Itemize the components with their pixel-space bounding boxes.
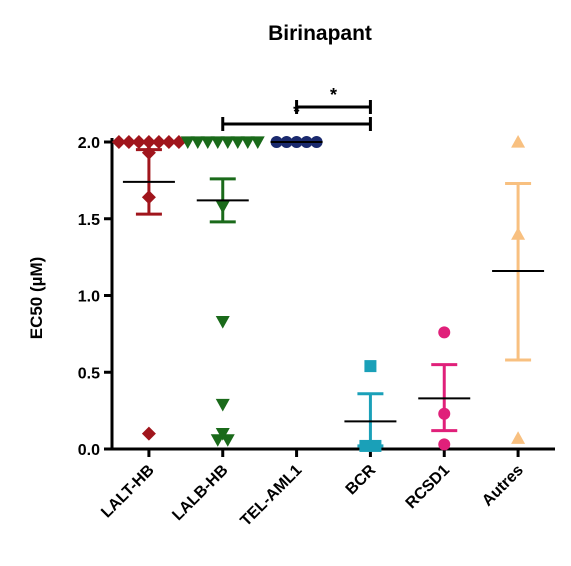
group-bcr (344, 360, 397, 452)
y-tick-label: 0.0 (78, 442, 100, 459)
data-point (438, 438, 451, 451)
significance-annotations: ** (221, 85, 372, 131)
group-autres (492, 135, 545, 444)
data-point (250, 136, 265, 149)
data-point (161, 135, 176, 149)
group-tel-aml1 (270, 136, 323, 148)
data-point (220, 136, 235, 149)
data-point (111, 135, 126, 149)
significance-label: * (330, 85, 337, 105)
data-point (210, 434, 225, 447)
y-tick-label: 1.0 (78, 289, 100, 306)
x-tick-label: RCSD1 (403, 462, 453, 512)
x-tick-label: Autres (479, 462, 527, 510)
group-rcsd1 (418, 326, 471, 451)
data-point (215, 398, 230, 412)
data-marks (111, 135, 545, 452)
x-tick-label: BCR (343, 461, 380, 498)
x-tick-label: TEL-AML1 (237, 462, 305, 530)
y-axis-label: EC50 (µM) (27, 257, 46, 340)
data-point (240, 136, 255, 149)
data-point (131, 135, 146, 149)
data-point (511, 135, 526, 148)
group-lalt-hb (111, 135, 186, 441)
data-point (200, 136, 215, 149)
y-tick-label: 1.5 (78, 212, 100, 229)
data-point (180, 136, 195, 149)
data-point (438, 326, 451, 339)
group-lalb-hb (180, 136, 265, 447)
data-point (220, 434, 235, 447)
data-point (141, 135, 156, 149)
significance-bracket: * (295, 85, 372, 114)
data-point (511, 431, 526, 444)
y-tick-label: 0.5 (78, 365, 100, 382)
data-point (151, 135, 166, 149)
data-point (230, 136, 245, 149)
data-point (210, 136, 225, 149)
chart-title: Birinapant (268, 22, 372, 45)
data-point (141, 426, 156, 441)
x-tick-label: LALB-HB (169, 462, 231, 524)
data-point (190, 136, 205, 149)
data-point (364, 360, 377, 373)
data-point (215, 315, 230, 329)
x-tick-label: LALT-HB (98, 462, 158, 522)
y-tick-label: 2.0 (78, 135, 100, 152)
data-point (121, 135, 136, 149)
